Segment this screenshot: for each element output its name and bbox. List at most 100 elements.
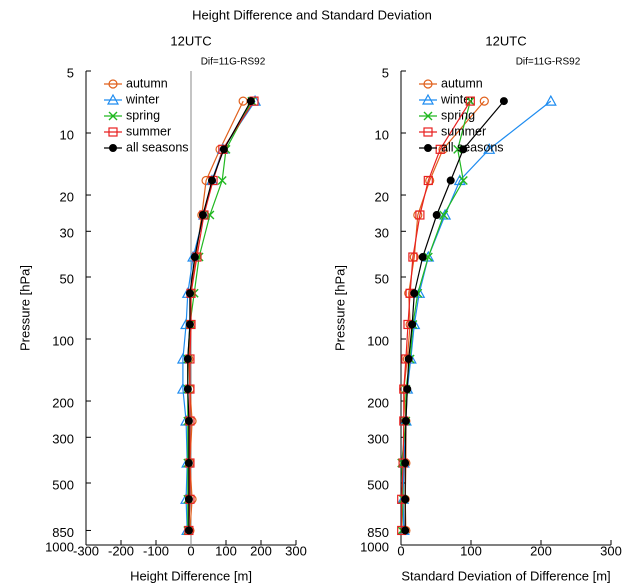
x-axis-label: Height Difference [m] xyxy=(130,568,252,583)
legend-marker xyxy=(423,127,433,137)
legend-marker xyxy=(424,144,432,152)
marker xyxy=(408,320,417,329)
y-tick-label: 20 xyxy=(375,189,389,204)
y-tick-label: 200 xyxy=(367,395,389,410)
marker xyxy=(246,97,255,106)
marker xyxy=(184,495,193,504)
marker xyxy=(403,385,412,394)
y-axis-label: Pressure [hPa] xyxy=(17,265,32,351)
x-tick-label: 100 xyxy=(460,543,482,558)
y-tick-label: 1000 xyxy=(45,539,74,554)
marker xyxy=(184,459,193,468)
y-tick-label: 5 xyxy=(382,65,389,80)
y-tick-label: 500 xyxy=(52,477,74,492)
series-line xyxy=(402,100,552,531)
y-tick-label: 850 xyxy=(367,525,389,540)
marker xyxy=(217,175,227,185)
series-line xyxy=(188,100,244,531)
marker xyxy=(198,210,207,219)
y-tick-label: 50 xyxy=(375,271,389,286)
marker xyxy=(185,289,194,298)
y-axis-label: Pressure [hPa] xyxy=(332,265,347,351)
annotation: Dif=11G-RS92 xyxy=(516,57,581,68)
marker xyxy=(499,97,508,106)
legend-label: winter xyxy=(125,92,159,106)
x-tick-label: -200 xyxy=(108,543,134,558)
legend-label: all seasons xyxy=(126,140,189,154)
marker xyxy=(435,144,445,154)
legend-label: summer xyxy=(441,124,486,138)
marker xyxy=(544,94,557,106)
marker xyxy=(439,210,449,220)
legend-label: summer xyxy=(126,124,171,138)
marker xyxy=(184,526,193,535)
legend-label: autumn xyxy=(441,76,483,90)
x-tick-label: 0 xyxy=(187,543,194,558)
marker xyxy=(415,210,425,220)
series-line xyxy=(187,100,253,531)
marker xyxy=(404,354,413,363)
y-tick-label: 200 xyxy=(52,395,74,410)
legend-marker xyxy=(423,79,433,89)
y-tick-label: 5 xyxy=(67,65,74,80)
marker xyxy=(184,416,193,425)
marker xyxy=(408,252,418,262)
y-tick-label: 850 xyxy=(52,525,74,540)
series-line xyxy=(404,100,505,531)
x-tick-label: 300 xyxy=(285,543,307,558)
x-tick-label: -100 xyxy=(143,543,169,558)
subtitle: 12UTC xyxy=(485,33,526,48)
marker xyxy=(459,145,468,154)
marker xyxy=(190,253,199,262)
x-tick-label: 100 xyxy=(215,543,237,558)
legend-marker xyxy=(423,111,433,121)
series-line xyxy=(187,100,252,531)
marker xyxy=(185,320,194,329)
marker xyxy=(446,176,455,185)
y-tick-label: 500 xyxy=(367,477,389,492)
figure-title: Height Difference and Standard Deviation xyxy=(192,7,432,22)
y-tick-label: 1000 xyxy=(360,539,389,554)
marker xyxy=(205,210,215,220)
marker xyxy=(423,175,433,186)
y-tick-label: 50 xyxy=(60,271,74,286)
series-line xyxy=(188,100,255,531)
legend-marker xyxy=(108,111,118,121)
legend-label: autumn xyxy=(126,76,168,90)
marker xyxy=(418,253,427,262)
legend-label: all seasons xyxy=(441,140,504,154)
marker xyxy=(401,416,410,425)
legend-marker xyxy=(106,93,120,105)
marker xyxy=(479,96,489,106)
marker xyxy=(465,96,475,106)
legend-marker xyxy=(108,127,118,137)
legend-marker xyxy=(421,93,435,105)
marker xyxy=(183,354,192,363)
y-tick-label: 100 xyxy=(367,333,389,348)
marker xyxy=(458,175,468,185)
marker xyxy=(208,176,216,185)
marker xyxy=(219,145,228,154)
y-tick-label: 20 xyxy=(60,189,74,204)
legend-label: spring xyxy=(126,108,160,122)
y-tick-label: 30 xyxy=(60,226,74,241)
x-tick-label: -300 xyxy=(73,543,99,558)
y-tick-label: 300 xyxy=(367,432,389,447)
y-tick-label: 10 xyxy=(375,127,389,142)
marker xyxy=(183,385,192,394)
y-tick-label: 30 xyxy=(375,226,389,241)
legend-label: spring xyxy=(441,108,475,122)
x-tick-label: 300 xyxy=(600,543,622,558)
marker xyxy=(432,210,441,219)
y-tick-label: 300 xyxy=(52,432,74,447)
legend-marker xyxy=(109,144,117,152)
x-axis-label: Standard Deviation of Difference [m] xyxy=(401,568,610,583)
y-tick-label: 10 xyxy=(60,127,74,142)
legend-marker xyxy=(108,79,118,89)
y-tick-label: 100 xyxy=(52,333,74,348)
marker xyxy=(410,289,419,298)
x-tick-label: 200 xyxy=(530,543,552,558)
subtitle: 12UTC xyxy=(170,33,211,48)
